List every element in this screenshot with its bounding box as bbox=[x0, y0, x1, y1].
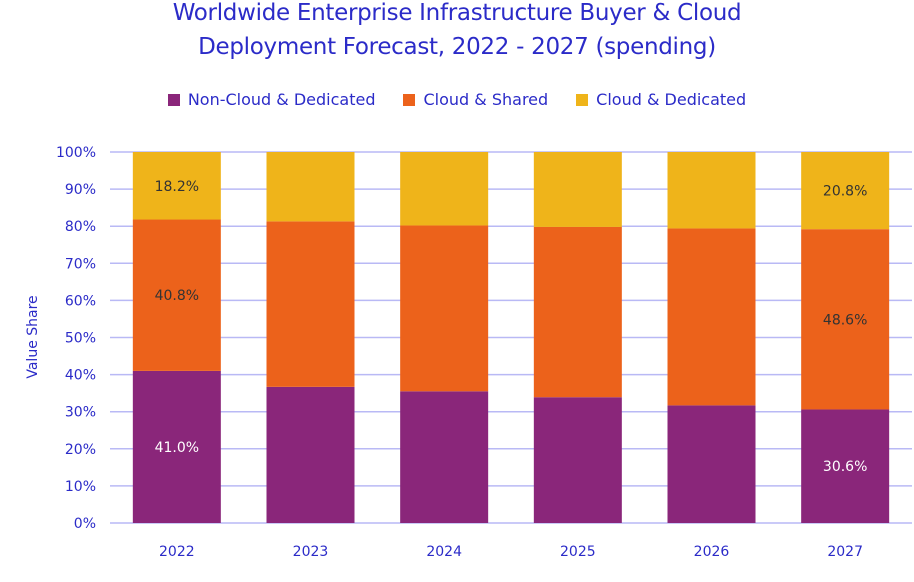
bar-segment bbox=[667, 152, 756, 229]
legend-item: Cloud & Shared bbox=[403, 90, 548, 109]
data-label: 48.6% bbox=[823, 312, 867, 328]
y-tick-label: 80% bbox=[65, 219, 96, 235]
legend-item: Cloud & Dedicated bbox=[576, 90, 746, 109]
legend-swatch bbox=[403, 93, 416, 106]
y-tick-label: 20% bbox=[65, 442, 96, 458]
data-label: 30.6% bbox=[823, 459, 867, 475]
y-axis-title: Value Share bbox=[25, 295, 41, 378]
y-tick-label: 100% bbox=[56, 145, 96, 161]
bar-segment bbox=[533, 226, 622, 398]
x-tick-label: 2025 bbox=[560, 544, 596, 560]
chart-title-line1: Worldwide Enterprise Infrastructure Buye… bbox=[172, 0, 742, 26]
y-tick-label: 50% bbox=[65, 331, 96, 347]
bar-segment bbox=[266, 386, 355, 523]
y-tick-label: 70% bbox=[65, 256, 96, 272]
x-tick-label: 2023 bbox=[293, 544, 329, 560]
bar-segment bbox=[667, 228, 756, 406]
bar-segment bbox=[801, 229, 890, 410]
y-tick-label: 10% bbox=[65, 479, 96, 495]
data-label: 40.8% bbox=[155, 288, 199, 304]
legend-swatch bbox=[576, 93, 589, 106]
x-tick-label: 2022 bbox=[159, 544, 195, 560]
bar-segment bbox=[132, 219, 221, 371]
y-tick-label: 60% bbox=[65, 293, 96, 309]
x-tick-label: 2024 bbox=[426, 544, 462, 560]
bar-segment bbox=[400, 225, 489, 392]
x-tick-label: 2026 bbox=[694, 544, 730, 560]
y-tick-label: 90% bbox=[65, 182, 96, 198]
data-label: 41.0% bbox=[155, 440, 199, 456]
legend-label: Cloud & Dedicated bbox=[596, 90, 747, 109]
bar-segment bbox=[533, 152, 622, 227]
legend-item: Non-Cloud & Dedicated bbox=[167, 90, 376, 109]
chart-title-line2: Deployment Forecast, 2022 - 2027 (spendi… bbox=[198, 34, 716, 60]
bar-segment bbox=[801, 409, 890, 523]
bar-segment bbox=[266, 221, 355, 387]
bar-segment bbox=[132, 152, 221, 220]
y-tick-label: 30% bbox=[65, 405, 96, 421]
data-label: 18.2% bbox=[155, 179, 199, 195]
bar-segment bbox=[801, 152, 890, 230]
data-label: 20.8% bbox=[823, 184, 867, 200]
bar-segment bbox=[533, 397, 622, 523]
bar-segment bbox=[400, 391, 489, 523]
bar-segment bbox=[667, 405, 756, 523]
legend-swatch bbox=[167, 93, 180, 106]
legend: Non-Cloud & Dedicated Cloud & Shared Cloud… bbox=[0, 90, 914, 109]
x-tick-label: 2027 bbox=[827, 544, 863, 560]
y-tick-label: 0% bbox=[74, 516, 96, 532]
bar-segment bbox=[266, 152, 355, 222]
bar-segment bbox=[132, 370, 221, 523]
legend-label: Non-Cloud & Dedicated bbox=[187, 90, 376, 109]
bar-segment bbox=[400, 152, 489, 226]
legend-label: Cloud & Shared bbox=[423, 90, 549, 109]
y-tick-label: 40% bbox=[65, 368, 96, 384]
